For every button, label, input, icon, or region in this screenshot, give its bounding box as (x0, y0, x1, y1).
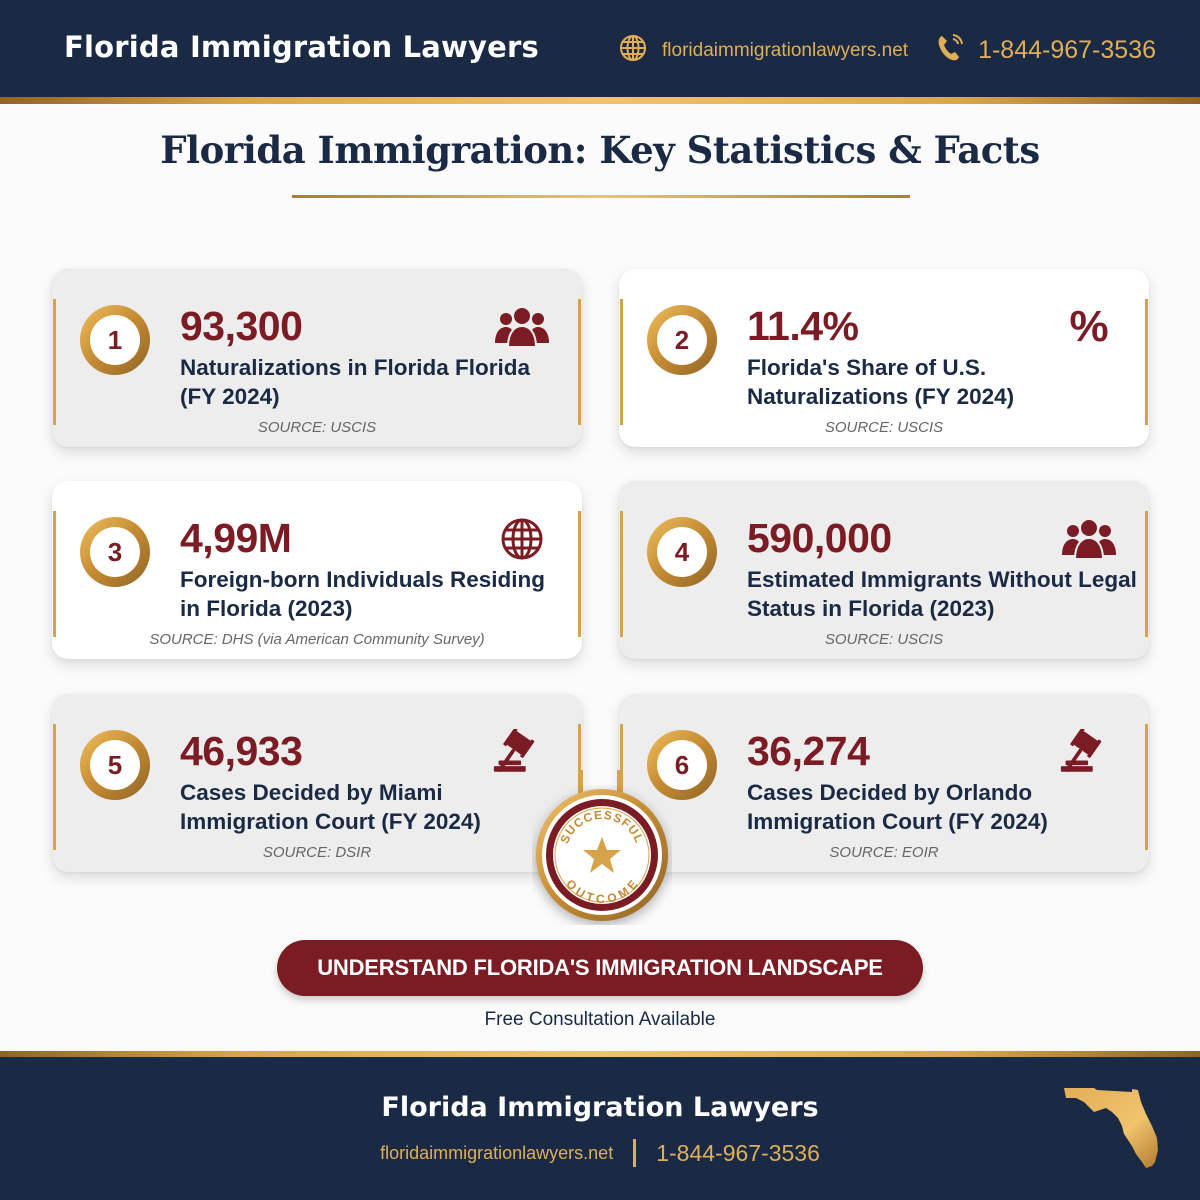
card-accent-left (620, 724, 623, 850)
seal-ribbon-tab (580, 770, 620, 794)
stat-card-6: 6 36,274 Cases Decided by Orlando Immigr… (619, 694, 1149, 872)
stat-value: 4,99M (180, 515, 292, 561)
globe-icon (618, 33, 648, 68)
footer-phone-link[interactable]: 1-844-967-3536 (656, 1139, 820, 1166)
stat-description: Florida's Share of U.S. Naturalizations … (747, 355, 1015, 409)
stat-card-3: 3 4,99M Foreign-born Individuals Residin… (52, 481, 582, 659)
card-accent-left (620, 511, 623, 637)
card-accent-right (1145, 511, 1148, 637)
stat-source: SOURCE: USCIS (824, 419, 944, 436)
card-accent-right (578, 299, 581, 425)
header-phone-link[interactable]: 1-844-967-3536 (978, 36, 1156, 64)
globe-icon (492, 517, 552, 561)
stat-source: SOURCE: USCIS (824, 631, 944, 648)
card-accent-right (1145, 299, 1148, 425)
header-title: Florida Immigration Lawyers (64, 30, 539, 64)
free-consultation-text: Free Consultation Available (484, 1009, 716, 1030)
footer-website-link[interactable]: floridaimmigrationlawyers.net (380, 1142, 614, 1163)
phone-icon (936, 33, 964, 68)
gavel-icon (492, 729, 552, 774)
stat-source: SOURCE: USCIS (257, 419, 377, 436)
header-gold-divider (0, 97, 1200, 104)
successful-outcome-seal: SUCCESSFUL OUTCOME (532, 785, 672, 925)
badge-number: 3 (90, 527, 140, 577)
stat-description: Foreign-born Individuals Residing in Flo… (180, 567, 546, 621)
card-accent-right (1145, 724, 1148, 850)
header-website-link[interactable]: floridaimmigrationlawyers.net (662, 39, 909, 61)
florida-map-icon (1062, 1088, 1162, 1174)
footer-contact: floridaimmigrationlawyers.net 1-844-967-… (0, 1139, 1200, 1167)
page-title: Florida Immigration: Key Statistics & Fa… (160, 128, 1040, 172)
header-contact: floridaimmigrationlawyers.net 1-844-967-… (618, 33, 1156, 68)
badge-number: 6 (657, 740, 707, 790)
people-group-icon (1059, 517, 1119, 561)
stat-card-1: 1 93,300 Naturalizations in Florida Flor… (52, 269, 582, 447)
number-badge: 4 (647, 517, 717, 587)
stat-value: 46,933 (180, 728, 303, 774)
stat-description: Estimated Immigrants Without Legal Statu… (747, 567, 1137, 621)
stat-description: Cases Decided by Miami Immigration Court… (180, 780, 481, 834)
number-badge: 2 (647, 305, 717, 375)
number-badge: 3 (80, 517, 150, 587)
understand-landscape-button[interactable]: UNDERSTAND FLORIDA'S IMMIGRATION LANDSCA… (277, 940, 923, 996)
number-badge: 1 (80, 305, 150, 375)
percent-icon: % (1059, 305, 1119, 349)
stat-source: SOURCE: DSIR (262, 844, 372, 861)
stat-card-4: 4 590,000 Estimated Immigrants Without L… (619, 481, 1149, 659)
card-accent-left (53, 724, 56, 850)
stat-description: Naturalizations in Florida Florida (FY 2… (180, 355, 531, 409)
footer-title: Florida Immigration Lawyers (381, 1092, 819, 1123)
stat-source: SOURCE: EOIR (829, 844, 939, 861)
card-accent-left (620, 299, 623, 425)
footer-bar: Florida Immigration Lawyers floridaimmig… (0, 1057, 1200, 1200)
gavel-icon (1059, 729, 1119, 774)
badge-number: 4 (657, 527, 707, 577)
stat-description: Cases Decided by Orlando Immigration Cou… (747, 780, 1048, 834)
header-bar: Florida Immigration Lawyers floridaimmig… (0, 0, 1200, 98)
stat-card-5: 5 46,933 Cases Decided by Miami Immigrat… (52, 694, 582, 872)
number-badge: 5 (80, 730, 150, 800)
percent-glyph: % (1069, 302, 1109, 351)
card-accent-right (578, 724, 581, 850)
title-underline (292, 195, 910, 198)
badge-number: 1 (90, 315, 140, 365)
card-accent-left (53, 511, 56, 637)
stat-source: SOURCE: DHS (via American Community Surv… (149, 631, 485, 648)
number-badge: 6 (647, 730, 717, 800)
badge-number: 2 (657, 315, 707, 365)
footer-divider (633, 1139, 637, 1167)
footer-gold-divider (0, 1051, 1200, 1058)
card-accent-left (53, 299, 56, 425)
people-group-icon (492, 305, 552, 349)
stat-value: 93,300 (180, 303, 303, 349)
card-accent-right (578, 511, 581, 637)
stat-value: 11.4% (747, 303, 859, 349)
stat-card-2: 2 11.4% Florida's Share of U.S. Naturali… (619, 269, 1149, 447)
stat-value: 590,000 (747, 515, 892, 561)
stat-value: 36,274 (747, 728, 870, 774)
badge-number: 5 (90, 740, 140, 790)
